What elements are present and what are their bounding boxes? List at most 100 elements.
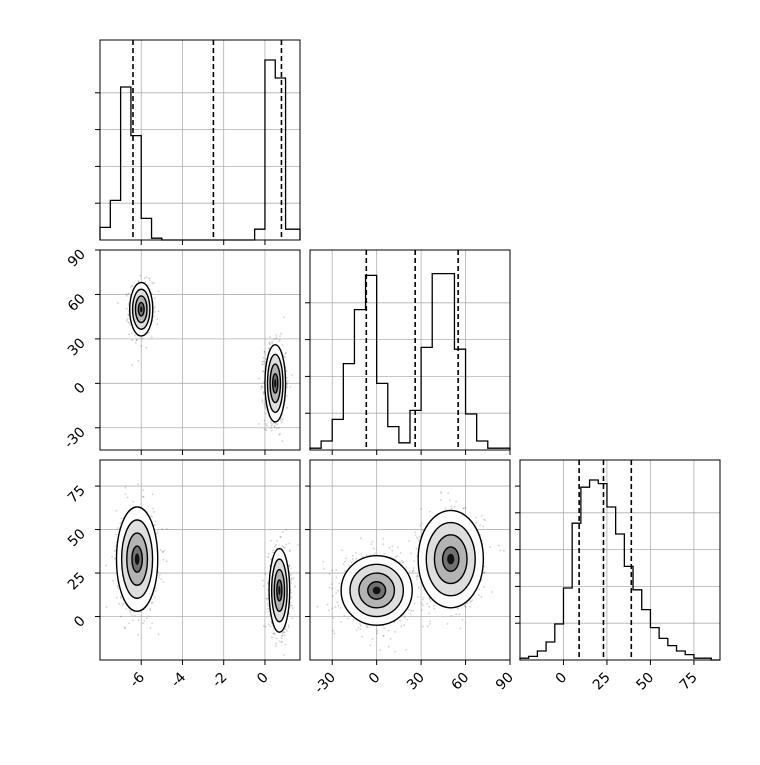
- scatter-point: [116, 585, 118, 587]
- scatter-point: [130, 611, 132, 613]
- scatter-point: [117, 302, 119, 304]
- scatter-point: [269, 342, 271, 344]
- scatter-point: [153, 315, 155, 317]
- scatter-point: [281, 641, 283, 643]
- scatter-point: [345, 558, 347, 560]
- scatter-point: [286, 370, 288, 372]
- scatter-point: [131, 285, 133, 287]
- scatter-point: [451, 505, 453, 507]
- scatter-point: [288, 625, 290, 627]
- scatter-point: [111, 556, 113, 558]
- scatter-point: [138, 619, 140, 621]
- scatter-point: [359, 628, 361, 630]
- scatter-point: [280, 333, 282, 335]
- scatter-point: [373, 548, 375, 550]
- x-tick-label-p0: 0: [254, 670, 272, 688]
- x-tick-label-p2: 50: [633, 670, 657, 694]
- scatter-point: [426, 603, 428, 605]
- scatter-point: [135, 342, 137, 344]
- scatter-point: [284, 644, 286, 646]
- scatter-point: [261, 399, 263, 401]
- scatter-point: [290, 601, 292, 603]
- scatter-point: [142, 338, 144, 340]
- scatter-point: [433, 608, 435, 610]
- scatter-point: [266, 598, 268, 600]
- scatter-point: [351, 562, 353, 564]
- scatter-point: [410, 613, 412, 615]
- scatter-point: [457, 608, 459, 610]
- scatter-point: [338, 605, 340, 607]
- scatter-point: [358, 627, 360, 629]
- scatter-point: [441, 492, 443, 494]
- scatter-point: [500, 550, 502, 552]
- scatter-point: [335, 592, 337, 594]
- histogram-step-p2: [520, 480, 720, 660]
- y-tick-label-row2: 50: [65, 526, 89, 550]
- scatter-point: [146, 347, 148, 349]
- histogram-panel-p0: [95, 40, 300, 240]
- scatter-point: [122, 604, 124, 606]
- scatter-point: [129, 610, 131, 612]
- scatter-point: [120, 597, 122, 599]
- scatter-point: [273, 549, 275, 551]
- scatter-point: [124, 493, 126, 495]
- scatter-point: [127, 314, 129, 316]
- scatter-point: [267, 603, 269, 605]
- scatter-point: [294, 586, 296, 588]
- scatter-point: [146, 617, 148, 619]
- scatter-point: [143, 620, 145, 622]
- scatter-point: [478, 589, 480, 591]
- scatter-point: [275, 645, 277, 647]
- scatter-point: [121, 518, 123, 520]
- scatter-point: [445, 508, 447, 510]
- scatter-point: [418, 586, 420, 588]
- scatter-point: [382, 538, 384, 540]
- scatter-panel-p0-p1: [100, 250, 300, 450]
- panel-frame: [520, 460, 720, 660]
- scatter-point: [297, 544, 299, 546]
- scatter-point: [433, 605, 435, 607]
- scatter-point: [146, 276, 148, 278]
- scatter-point: [155, 521, 157, 523]
- scatter-point: [344, 570, 346, 572]
- scatter-point: [140, 345, 142, 347]
- scatter-point: [344, 615, 346, 617]
- scatter-point: [136, 339, 138, 341]
- x-tick-label-p0: -2: [209, 670, 230, 691]
- scatter-point: [148, 277, 150, 279]
- scatter-point: [410, 552, 412, 554]
- scatter-point: [118, 603, 120, 605]
- scatter-point: [150, 515, 152, 517]
- scatter-point: [265, 429, 267, 431]
- scatter-point: [262, 580, 264, 582]
- x-tick-label-p2: 0: [553, 670, 571, 688]
- density-peak: [140, 306, 143, 312]
- scatter-point: [267, 608, 269, 610]
- scatter-point: [155, 590, 157, 592]
- scatter-point: [263, 357, 265, 359]
- scatter-point: [428, 613, 430, 615]
- scatter-point: [157, 531, 159, 533]
- scatter-point: [290, 574, 292, 576]
- scatter-point: [159, 574, 161, 576]
- y-tick-label-row2: 75: [65, 483, 89, 507]
- scatter-point: [413, 567, 415, 569]
- scatter-point: [153, 511, 155, 513]
- scatter-point: [282, 635, 284, 637]
- scatter-point: [331, 583, 333, 585]
- density-peak: [135, 553, 140, 564]
- histogram-panel-p1: [305, 250, 510, 450]
- scatter-point: [415, 534, 417, 536]
- scatter-point: [464, 605, 466, 607]
- scatter-point: [475, 517, 477, 519]
- scatter-point: [279, 536, 281, 538]
- scatter-point: [140, 275, 142, 277]
- scatter-point: [282, 419, 284, 421]
- scatter-point: [291, 579, 293, 581]
- scatter-point: [132, 620, 134, 622]
- scatter-point: [286, 395, 288, 397]
- scatter-point: [115, 534, 117, 536]
- scatter-point: [290, 567, 292, 569]
